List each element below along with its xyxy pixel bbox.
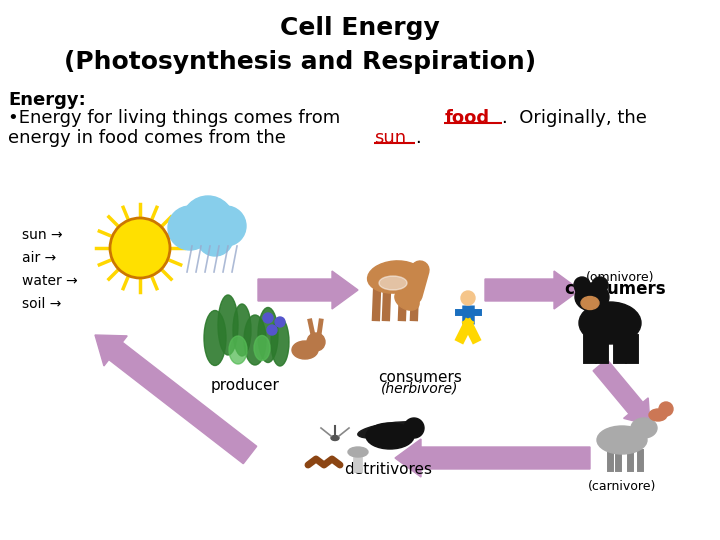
Circle shape [110,218,170,278]
Ellipse shape [348,447,368,457]
Ellipse shape [271,318,289,366]
Text: Energy:: Energy: [8,91,86,109]
Circle shape [182,196,234,248]
Text: energy in food comes from the: energy in food comes from the [8,129,292,147]
Ellipse shape [581,296,599,309]
FancyArrow shape [395,439,590,477]
Ellipse shape [258,307,278,362]
Ellipse shape [368,261,423,293]
Text: sun →: sun → [22,228,63,242]
Text: •Energy for living things comes from: •Energy for living things comes from [8,109,346,127]
Ellipse shape [366,423,414,449]
Text: air →: air → [22,251,56,265]
Circle shape [461,291,475,305]
Ellipse shape [575,283,609,311]
Circle shape [168,206,212,250]
Ellipse shape [579,302,641,344]
Ellipse shape [254,335,270,361]
Text: .  Originally, the: . Originally, the [503,109,647,127]
Text: consumers: consumers [378,370,462,385]
Ellipse shape [229,336,247,364]
Text: Cell Energy: Cell Energy [280,16,440,40]
Circle shape [263,313,273,323]
Ellipse shape [358,422,422,438]
Ellipse shape [379,276,407,290]
Circle shape [659,402,673,416]
FancyArrow shape [95,335,257,464]
Circle shape [197,220,233,256]
Ellipse shape [233,304,251,356]
Ellipse shape [204,310,226,366]
Circle shape [206,206,246,246]
Text: detritivores: detritivores [344,462,432,477]
Text: (omnivore): (omnivore) [586,271,654,284]
Circle shape [592,277,608,293]
Ellipse shape [395,290,419,310]
Circle shape [404,418,424,438]
Circle shape [574,277,590,293]
Text: sun: sun [374,129,406,147]
Circle shape [267,325,277,335]
Ellipse shape [218,295,238,355]
Text: water →: water → [22,274,78,288]
FancyArrow shape [593,359,650,425]
Text: food: food [444,109,490,127]
Text: producer: producer [210,378,279,393]
Circle shape [275,317,285,327]
Text: (Photosynthesis and Respiration): (Photosynthesis and Respiration) [64,50,536,74]
Ellipse shape [597,426,647,454]
Ellipse shape [649,409,667,421]
FancyArrow shape [258,271,358,309]
Ellipse shape [331,435,339,441]
Text: soil →: soil → [22,297,61,311]
Ellipse shape [292,341,318,359]
FancyArrow shape [485,271,580,309]
Text: consumers: consumers [564,280,666,298]
Ellipse shape [244,315,266,365]
Ellipse shape [631,418,657,438]
Text: .: . [415,129,421,147]
Text: (carnivore): (carnivore) [588,480,656,493]
Circle shape [307,333,325,351]
Text: (herbivore): (herbivore) [382,382,459,396]
